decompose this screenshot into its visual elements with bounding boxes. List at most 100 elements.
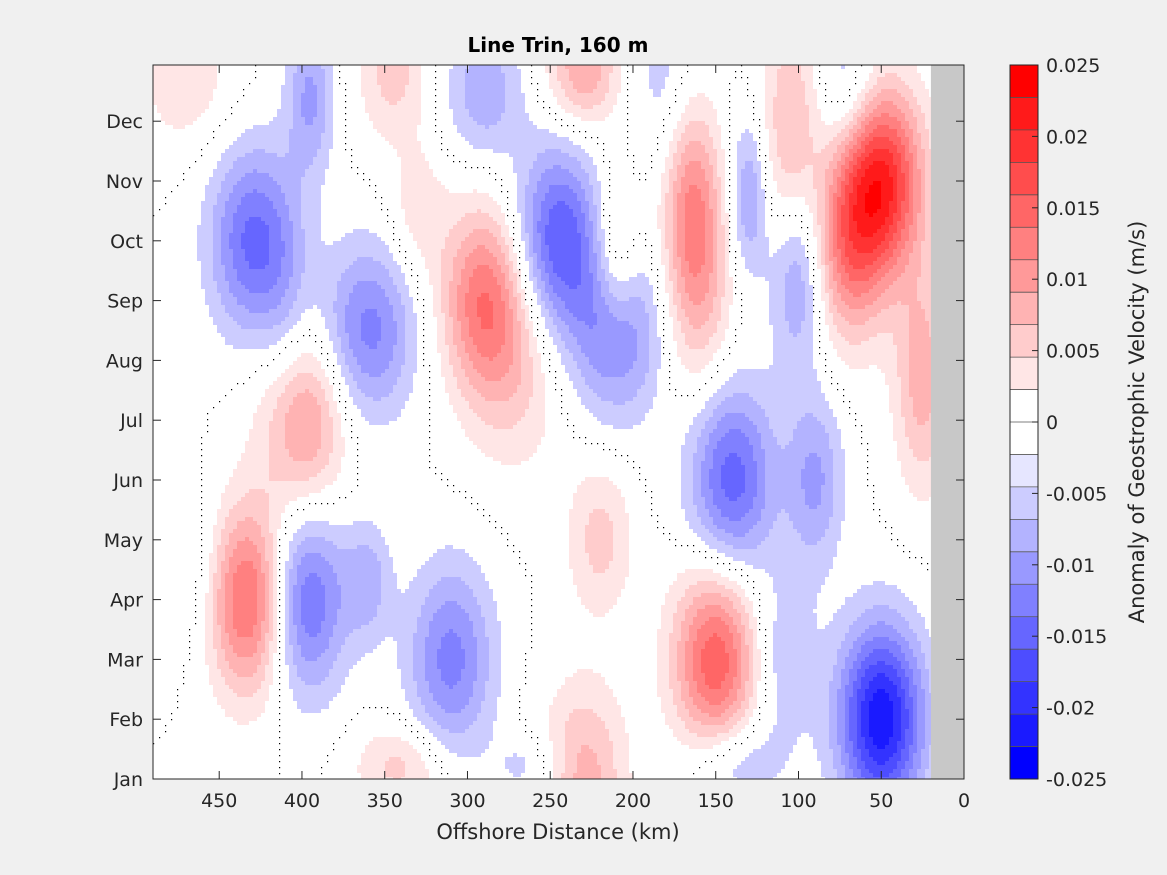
field-cell <box>809 89 813 93</box>
field-cell <box>193 73 197 77</box>
field-cell <box>913 149 917 153</box>
field-cell <box>453 77 457 81</box>
field-cell <box>793 189 797 193</box>
field-cell <box>613 65 617 69</box>
field-cell <box>301 113 305 117</box>
field-cell <box>317 129 321 133</box>
field-cell <box>317 133 321 137</box>
field-cell <box>553 209 557 213</box>
field-cell <box>569 185 573 189</box>
field-cell <box>925 117 929 121</box>
field-cell <box>453 109 457 113</box>
field-cell <box>389 105 393 109</box>
field-cell <box>293 125 297 129</box>
field-cell <box>805 97 809 101</box>
field-cell <box>541 129 545 133</box>
field-cell <box>797 121 801 125</box>
field-cell <box>757 173 761 177</box>
field-cell <box>877 97 881 101</box>
field-cell <box>697 173 701 177</box>
field-cell <box>209 197 213 201</box>
field-cell <box>777 69 781 73</box>
field-cell <box>553 169 557 173</box>
field-cell <box>525 193 529 197</box>
field-cell <box>601 69 605 73</box>
field-cell <box>757 221 761 225</box>
field-cell <box>257 173 261 177</box>
field-cell <box>693 197 697 201</box>
field-cell <box>677 173 681 177</box>
field-cell <box>229 173 233 177</box>
field-cell <box>789 113 793 117</box>
field-cell <box>417 161 421 165</box>
field-cell <box>769 141 773 145</box>
field-cell <box>325 125 329 129</box>
field-cell <box>501 225 505 229</box>
field-cell <box>561 105 565 109</box>
field-cell <box>873 117 877 121</box>
field-cell <box>257 229 261 233</box>
field-cell <box>473 217 477 221</box>
field-cell <box>417 77 421 81</box>
field-cell <box>717 185 721 189</box>
field-cell <box>881 153 885 157</box>
field-cell <box>705 113 709 117</box>
field-cell <box>793 181 797 185</box>
field-cell <box>721 185 725 189</box>
field-cell <box>481 221 485 225</box>
field-cell <box>457 65 461 69</box>
field-cell <box>301 141 305 145</box>
field-cell <box>573 225 577 229</box>
field-cell <box>557 89 561 93</box>
field-cell <box>841 129 845 133</box>
field-cell <box>785 149 789 153</box>
field-cell <box>365 89 369 93</box>
field-cell <box>265 173 269 177</box>
field-cell <box>849 229 853 233</box>
field-cell <box>421 169 425 173</box>
field-cell <box>693 157 697 161</box>
field-cell <box>417 217 421 221</box>
field-cell <box>305 193 309 197</box>
field-cell <box>433 189 437 193</box>
field-cell <box>197 97 201 101</box>
field-cell <box>273 177 277 181</box>
field-cell <box>437 181 441 185</box>
field-cell <box>721 193 725 197</box>
field-cell <box>289 137 293 141</box>
field-cell <box>725 213 729 217</box>
field-cell <box>825 213 829 217</box>
field-cell <box>537 133 541 137</box>
field-cell <box>161 81 165 85</box>
field-cell <box>917 225 921 229</box>
field-cell <box>313 73 317 77</box>
field-cell <box>713 149 717 153</box>
field-cell <box>873 121 877 125</box>
field-cell <box>245 225 249 229</box>
field-cell <box>581 65 585 69</box>
field-cell <box>849 177 853 181</box>
field-cell <box>317 185 321 189</box>
field-cell <box>325 117 329 121</box>
field-cell <box>873 193 877 197</box>
field-cell <box>521 161 525 165</box>
field-cell <box>569 209 573 213</box>
field-cell <box>473 221 477 225</box>
field-cell <box>881 157 885 161</box>
field-cell <box>529 137 533 141</box>
field-cell <box>537 153 541 157</box>
field-cell <box>813 189 817 193</box>
field-cell <box>533 177 537 181</box>
field-cell <box>157 65 161 69</box>
field-cell <box>785 157 789 161</box>
field-cell <box>369 89 373 93</box>
field-cell <box>561 81 565 85</box>
field-cell <box>521 165 525 169</box>
field-cell <box>181 113 185 117</box>
field-cell <box>769 133 773 137</box>
field-cell <box>905 73 909 77</box>
field-cell <box>605 101 609 105</box>
field-cell <box>497 145 501 149</box>
field-cell <box>553 141 557 145</box>
field-cell <box>853 165 857 169</box>
